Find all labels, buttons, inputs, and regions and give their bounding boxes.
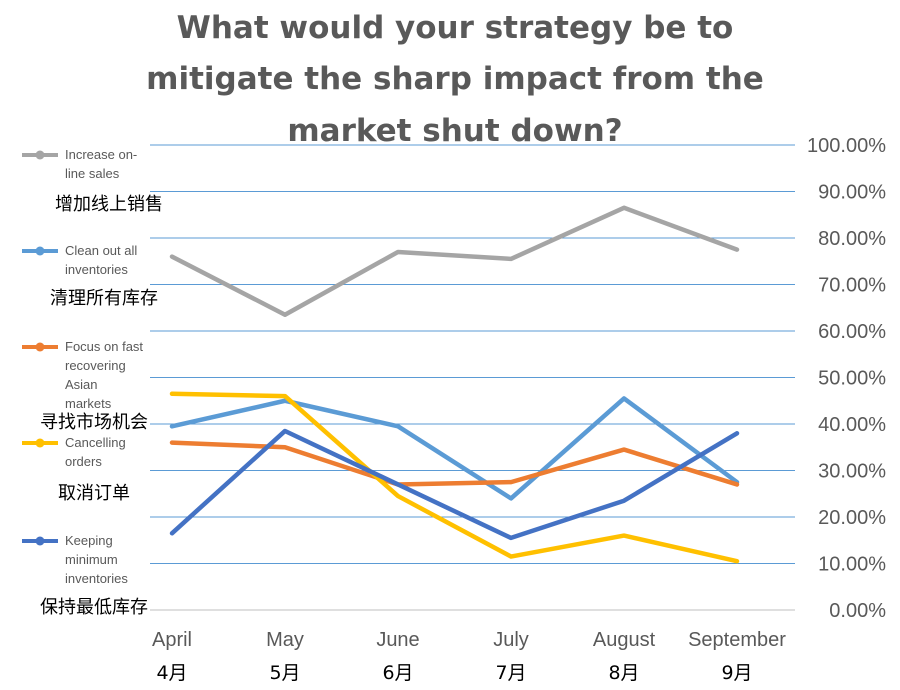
x-tick-label: September bbox=[688, 629, 786, 651]
y-tick-label: 80.00% bbox=[818, 228, 886, 250]
y-tick-label: 10.00% bbox=[818, 554, 886, 576]
y-tick-label: 40.00% bbox=[818, 414, 886, 436]
legend-label: Keeping bbox=[65, 533, 113, 548]
y-axis-ticks: 0.00% 10.00% 20.00% 30.00% 40.00% 50.00% 60.00… bbox=[807, 135, 886, 622]
x-axis-ticks: April 4月 May 5月 June 6月 July 7月 August 8月 Septembe… bbox=[152, 629, 786, 684]
legend-label-cn: 清理所有库存 bbox=[50, 288, 158, 309]
legend-label-cn: 寻找市场机会 bbox=[40, 412, 148, 433]
y-tick-label: 0.00% bbox=[829, 600, 886, 622]
chart-title: What would your strategy be to mitigate … bbox=[146, 10, 764, 149]
legend-dot-marker bbox=[35, 536, 45, 546]
series-line bbox=[169, 428, 740, 541]
series-line bbox=[169, 396, 740, 501]
legend-label-cn: 取消订单 bbox=[58, 483, 130, 504]
legend-label: line sales bbox=[65, 166, 120, 181]
legend-label: Focus on fast bbox=[65, 339, 143, 354]
legend-dot-marker bbox=[35, 246, 45, 256]
y-tick-label: 50.00% bbox=[818, 368, 886, 390]
x-tick-label: June bbox=[376, 629, 419, 651]
legend-label: Asian bbox=[65, 377, 98, 392]
x-tick-label: May bbox=[266, 629, 304, 651]
y-tick-label: 100.00% bbox=[807, 135, 886, 157]
x-tick-label: August bbox=[593, 629, 656, 651]
x-tick-label-cn: 5月 bbox=[269, 662, 300, 684]
series-line bbox=[169, 391, 740, 564]
x-tick-label-cn: 6月 bbox=[382, 662, 413, 684]
legend-label-cn: 增加线上销售 bbox=[55, 194, 163, 215]
legend-dot-marker bbox=[35, 438, 45, 448]
legend-label: Cancelling bbox=[65, 435, 126, 450]
x-tick-label: July bbox=[493, 629, 529, 651]
legend-label: Increase on- bbox=[65, 147, 137, 162]
legend: Increase on-line sales 增加线上销售 Clean out al… bbox=[22, 147, 163, 618]
y-tick-label: 90.00% bbox=[818, 182, 886, 204]
x-tick-label-cn: 4月 bbox=[156, 662, 187, 684]
y-tick-label: 60.00% bbox=[818, 321, 886, 343]
chart-title-line-2: mitigate the sharp impact from the bbox=[146, 61, 764, 97]
legend-label: markets bbox=[65, 396, 112, 411]
series-line bbox=[169, 205, 740, 317]
legend-dot-marker bbox=[35, 150, 45, 160]
series-lines bbox=[169, 205, 740, 564]
x-tick-label-cn: 9月 bbox=[721, 662, 752, 684]
chart-title-line-1: What would your strategy be to bbox=[177, 10, 734, 46]
gridlines bbox=[150, 144, 795, 611]
legend-dot-marker bbox=[35, 342, 45, 352]
legend-label: inventories bbox=[65, 571, 128, 586]
x-tick-label-cn: 8月 bbox=[608, 662, 639, 684]
chart-title-line-3: market shut down? bbox=[287, 113, 622, 149]
y-tick-label: 70.00% bbox=[818, 275, 886, 297]
legend-label: recovering bbox=[65, 358, 126, 373]
y-tick-label: 30.00% bbox=[818, 461, 886, 483]
legend-label-cn: 保持最低库存 bbox=[40, 597, 148, 618]
legend-label: orders bbox=[65, 454, 102, 469]
legend-label: Clean out all bbox=[65, 243, 137, 258]
x-tick-label: April bbox=[152, 629, 192, 651]
x-tick-label-cn: 7月 bbox=[495, 662, 526, 684]
legend-label: minimum bbox=[65, 552, 118, 567]
y-tick-label: 20.00% bbox=[818, 507, 886, 529]
legend-label: inventories bbox=[65, 262, 128, 277]
